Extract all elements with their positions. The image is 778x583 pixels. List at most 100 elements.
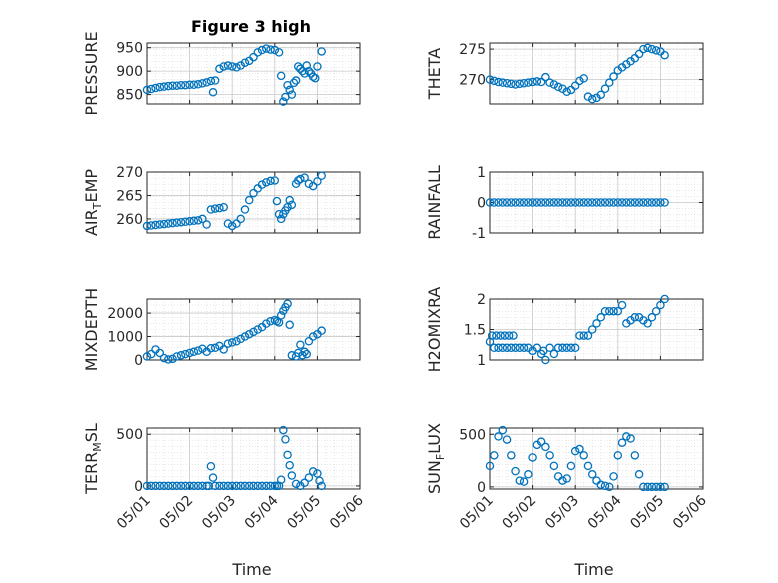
axes-box [146, 298, 361, 361]
data-point [164, 355, 173, 364]
data-point [206, 344, 216, 353]
data-point [515, 476, 525, 485]
data-point [541, 442, 550, 452]
data-point [142, 481, 152, 491]
data-point [647, 313, 657, 322]
data-point [617, 198, 627, 207]
y-tick-label: 275 [459, 42, 486, 58]
data-point [502, 435, 512, 444]
data-point [142, 221, 152, 231]
data-point [202, 220, 211, 229]
data-point [227, 62, 237, 71]
data-point [293, 62, 303, 71]
data-point [545, 451, 554, 460]
y-tick-label: 950 [116, 41, 143, 57]
data-point [498, 78, 508, 87]
data-point [622, 432, 631, 441]
data-point [647, 44, 657, 54]
data-point [605, 198, 614, 207]
data-point [155, 82, 165, 92]
data-point [215, 64, 224, 74]
y-tick-label: 1000 [107, 330, 143, 346]
data-point [592, 198, 601, 207]
data-point [232, 481, 241, 491]
data-point [206, 462, 216, 471]
data-point [281, 435, 290, 444]
subplot-h2omixra: 1 1.5 2 H2OMIXRA [425, 287, 704, 372]
data-point [634, 49, 644, 59]
x-tick-label: 05/02 [500, 493, 540, 533]
data-point [617, 300, 627, 310]
data-point [609, 72, 618, 81]
data-point [622, 198, 631, 207]
data-point [485, 461, 495, 471]
data-point [570, 198, 580, 207]
y-axis-label-pressure: PRESSURE [82, 31, 101, 115]
x-axis-label-right: Time [573, 560, 613, 579]
data-point [298, 66, 307, 76]
data-point [613, 198, 623, 207]
data-point [151, 481, 160, 491]
data-point [651, 482, 661, 492]
data-point [660, 50, 669, 60]
data-point [232, 219, 241, 228]
data-point [300, 173, 309, 182]
data-point [500, 331, 510, 340]
data-point [232, 336, 241, 346]
y-tick-label: 1 [477, 165, 486, 181]
data-point [274, 318, 284, 327]
data-point [240, 205, 250, 214]
data-point [524, 470, 533, 479]
data-point [596, 480, 606, 490]
x-tick-label: 05/05 [284, 493, 324, 533]
data-point [172, 218, 182, 227]
data-point [519, 477, 529, 486]
data-point [304, 473, 314, 482]
data-point [266, 317, 275, 326]
data-point [249, 481, 258, 491]
data-point [262, 481, 271, 491]
data-point [532, 198, 542, 207]
data-point [541, 355, 550, 365]
data-point [507, 451, 516, 460]
data-point [639, 482, 648, 492]
data-point [300, 347, 309, 357]
data-point [185, 217, 194, 226]
x-tick-label: 05/01 [457, 493, 497, 533]
data-point [317, 481, 326, 491]
data-point [155, 481, 165, 491]
data-point [276, 475, 286, 484]
data-point [566, 198, 576, 207]
data-point [515, 79, 525, 89]
data-point [185, 348, 194, 358]
data-point [302, 61, 311, 70]
data-point [215, 481, 224, 491]
data-point [249, 52, 258, 62]
data-point [147, 84, 156, 94]
data-point [142, 85, 152, 95]
data-point [656, 482, 665, 492]
data-point [285, 320, 294, 330]
data-point [236, 61, 245, 70]
y-tick-label: 2 [477, 292, 486, 308]
data-point [587, 94, 597, 104]
data-point [189, 481, 199, 491]
data-point [490, 451, 499, 460]
axes-box [146, 427, 361, 490]
data-point [164, 219, 173, 228]
data-point [142, 352, 152, 361]
data-point [276, 311, 286, 320]
data-point [272, 196, 282, 206]
data-point [494, 77, 503, 87]
data-point [172, 81, 182, 90]
subplot-air_temp: 260 265 270 AIRTEMP [82, 165, 361, 236]
data-point [189, 347, 199, 357]
data-point [308, 467, 318, 476]
y-tick-label: 270 [116, 165, 143, 181]
data-point [605, 306, 614, 316]
data-point [558, 343, 567, 353]
data-point [176, 351, 186, 360]
data-point [155, 348, 165, 358]
data-point [605, 78, 614, 87]
data-point [626, 434, 635, 443]
